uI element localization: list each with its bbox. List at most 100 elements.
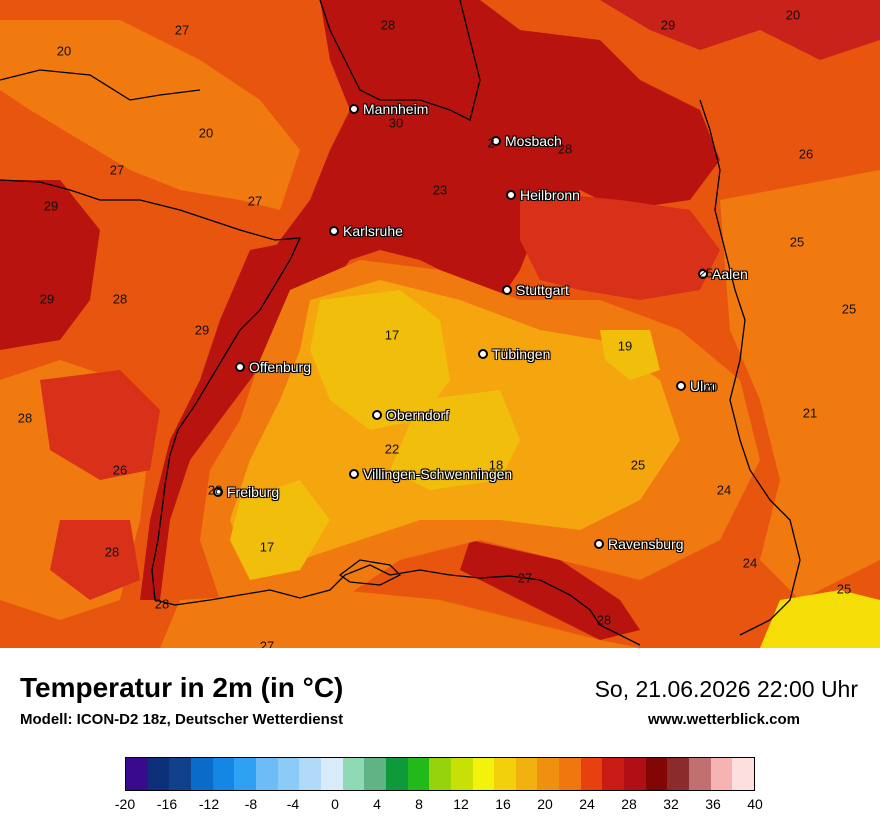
city-label: Ravensburg <box>608 536 684 552</box>
value-label: 27 <box>109 162 125 178</box>
value-label: 30 <box>388 115 404 131</box>
legend-tick-label: 0 <box>331 796 339 812</box>
city-label: Oberndorf <box>386 407 450 423</box>
field-yellow-orange-c <box>230 480 330 580</box>
legend-swatch <box>624 758 646 790</box>
city-ulm: Ulm <box>676 378 715 394</box>
city-label: Mannheim <box>363 101 429 117</box>
value-label: 19 <box>617 338 633 354</box>
value-label: 17 <box>259 539 275 555</box>
forecast-datetime: So, 21.06.2026 22:00 Uhr <box>594 676 858 702</box>
value-label: 28 <box>557 141 573 157</box>
legend-swatch <box>190 758 213 790</box>
value-label: 25 <box>630 457 646 473</box>
field-yellow-orange-b <box>390 390 520 490</box>
city-marker-icon <box>594 539 604 549</box>
city-aalen: Aalen <box>698 266 748 282</box>
legend-swatch <box>407 758 430 790</box>
city-label: Offenburg <box>249 359 312 375</box>
value-label: 28 <box>207 482 223 498</box>
legend-swatch <box>515 758 538 790</box>
value-label: 22 <box>384 441 400 457</box>
value-label: 28 <box>380 17 396 33</box>
legend-tick-label: 32 <box>663 796 679 812</box>
value-label: 27 <box>517 570 533 586</box>
legend-tick-label: -20 <box>114 796 136 812</box>
legend-swatch <box>472 758 495 790</box>
legend-swatch <box>429 758 451 790</box>
city-marker-icon <box>213 487 223 497</box>
legend-swatch <box>364 758 386 790</box>
field-yellow-southeast <box>760 590 880 648</box>
legend-swatch <box>602 758 625 790</box>
city-marker-icon <box>491 136 501 146</box>
legend-tick-label: 40 <box>747 796 763 812</box>
city-label: Karlsruhe <box>343 223 403 239</box>
city-mannheim: Mannheim <box>349 101 428 117</box>
value-label: 18 <box>488 457 504 473</box>
temperature-map: Mannheim Mosbach Heilbronn Karlsruhe Stu… <box>0 0 880 648</box>
city-ravensburg: Ravensburg <box>594 536 684 552</box>
legend-swatch <box>169 758 191 790</box>
website-label: www.wetterblick.com <box>648 711 800 728</box>
city-mosbach: Mosbach <box>491 133 562 149</box>
legend-tick-label: 4 <box>373 796 381 812</box>
city-tuebingen: Tübingen <box>478 346 550 362</box>
legend-tick-label: 28 <box>621 796 637 812</box>
city-heilbronn: Heilbronn <box>506 187 580 203</box>
legend-swatch <box>689 758 711 790</box>
field-red-patch-b <box>40 370 160 480</box>
legend-swatch <box>710 758 733 790</box>
legend-swatch <box>277 758 300 790</box>
value-label: 28 <box>112 291 128 307</box>
legend-swatch <box>212 758 235 790</box>
value-label: 20 <box>198 125 214 141</box>
legend-ticks: -20 -16 -12 -8 -4 0 4 8 12 16 20 24 28 32 36 40 <box>0 796 880 816</box>
legend-swatch <box>537 758 560 790</box>
border-lake <box>338 559 402 586</box>
legend-tick-label: -12 <box>198 796 220 812</box>
legend-swatch <box>255 758 278 790</box>
value-label: 29 <box>660 17 676 33</box>
city-marker-icon <box>235 362 245 372</box>
legend-swatch <box>645 758 668 790</box>
city-label: Tübingen <box>492 346 551 362</box>
city-freiburg: Freiburg <box>213 484 279 500</box>
value-label: 23 <box>432 182 448 198</box>
value-label: 27 <box>174 22 190 38</box>
city-marker-icon <box>502 285 512 295</box>
legend-swatch <box>450 758 473 790</box>
legend-swatch <box>667 758 690 790</box>
value-label: 24 <box>742 555 758 571</box>
value-label: 25 <box>698 265 714 281</box>
city-label: Heilbronn <box>520 187 580 203</box>
color-legend <box>125 757 755 791</box>
field-yellow-orange-a <box>310 290 450 430</box>
city-karlsruhe: Karlsruhe <box>329 223 403 239</box>
legend-tick-label: 20 <box>537 796 553 812</box>
value-label: 25 <box>836 581 852 597</box>
border-northwest <box>0 69 201 101</box>
field-dark-red-west <box>0 180 100 350</box>
city-marker-icon <box>506 190 516 200</box>
field-orange-south-strip <box>160 590 640 648</box>
field-yellow-orange-d <box>600 330 660 380</box>
legend-tick-label: -4 <box>286 796 300 812</box>
city-marker-icon <box>478 349 488 359</box>
city-label: Freiburg <box>227 484 280 500</box>
value-label: 17 <box>384 327 400 343</box>
field-red-patch-a <box>520 190 720 300</box>
border-south <box>174 564 641 646</box>
city-marker-icon <box>676 381 686 391</box>
field-dark-red-north <box>240 0 720 340</box>
field-orange-northwest <box>0 20 300 210</box>
city-marker-icon <box>349 469 359 479</box>
value-label: 28 <box>17 410 33 426</box>
value-label: 24 <box>716 482 732 498</box>
legend-tick-label: -16 <box>156 796 178 812</box>
value-label: 29 <box>43 198 59 214</box>
legend-tick-label: 36 <box>705 796 721 812</box>
value-label: 25 <box>789 234 805 250</box>
city-marker-icon <box>329 226 339 236</box>
legend-swatch <box>147 758 170 790</box>
